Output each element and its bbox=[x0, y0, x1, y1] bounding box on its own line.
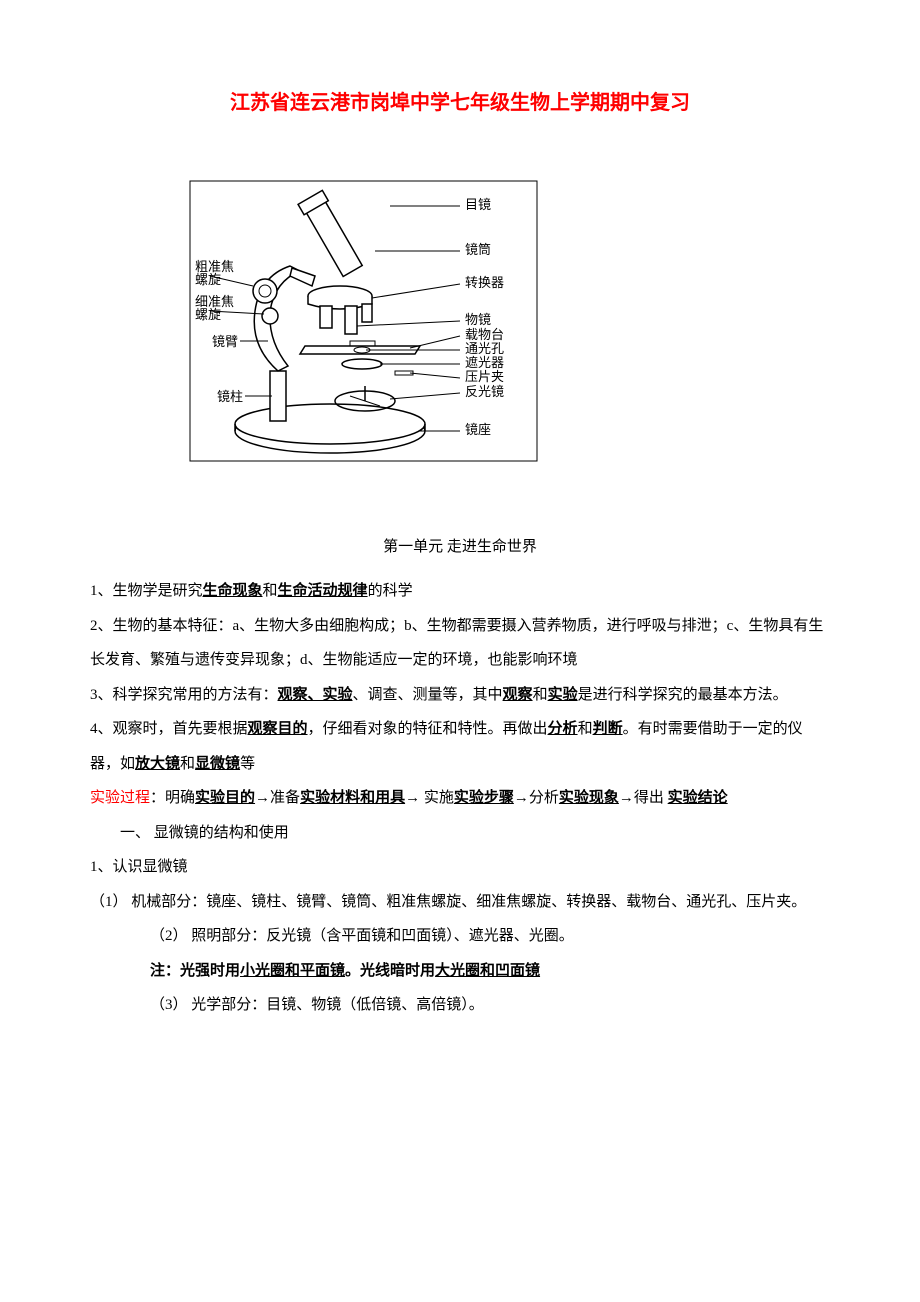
text: →得出 bbox=[619, 790, 668, 806]
text: 4、观察时，首先要根据 bbox=[90, 721, 248, 737]
underline-text: 判断 bbox=[593, 721, 623, 737]
underline-text: 生命现象 bbox=[203, 583, 263, 599]
label-coarse-focus-2: 螺旋 bbox=[195, 272, 221, 287]
text: 和 bbox=[578, 721, 593, 737]
label-aperture: 通光孔 bbox=[465, 341, 504, 356]
red-text: 实验过程 bbox=[90, 790, 150, 806]
underline-text: 放大镜 bbox=[135, 756, 180, 772]
underline-text: 分析 bbox=[548, 721, 578, 737]
underline-text: 实验结论 bbox=[668, 790, 728, 806]
text: 和 bbox=[180, 756, 195, 772]
text: 和 bbox=[263, 583, 278, 599]
label-eyepiece: 目镜 bbox=[465, 197, 491, 212]
text: ：明确 bbox=[150, 790, 195, 806]
page-title: 江苏省连云港市岗埠中学七年级生物上学期期中复习 bbox=[90, 80, 830, 126]
microscope-diagram: 粗准焦 螺旋 细准焦 螺旋 镜臂 镜柱 目镜 镜筒 转换器 物镜 载物台 通光孔… bbox=[140, 176, 830, 480]
label-tube: 镜筒 bbox=[465, 242, 491, 257]
text: →分析 bbox=[514, 790, 559, 806]
text: ，仔细看对象的特征和特性。再做出 bbox=[308, 721, 548, 737]
label-fine-focus-2: 螺旋 bbox=[195, 307, 221, 322]
label-revolver: 转换器 bbox=[465, 275, 504, 290]
underline-text: 实验步骤 bbox=[454, 790, 514, 806]
label-mirror: 反光镜 bbox=[465, 384, 504, 399]
underline-text: 实验材料和用具 bbox=[300, 790, 405, 806]
label-diaphragm: 遮光器 bbox=[465, 355, 504, 370]
label-objective: 物镜 bbox=[465, 312, 491, 327]
label-stage: 载物台 bbox=[465, 327, 504, 342]
label-clip: 压片夹 bbox=[465, 369, 504, 384]
underline-text: 观察、实验 bbox=[278, 687, 353, 703]
underline-text: 实验现象 bbox=[559, 790, 619, 806]
paragraph-7: （1） 机械部分：镜座、镜柱、镜臂、镜筒、粗准焦螺旋、细准焦螺旋、转换器、载物台… bbox=[90, 885, 830, 920]
paragraph-3: 3、科学探究常用的方法有：观察、实验、调查、测量等，其中观察和实验是进行科学探究… bbox=[90, 678, 830, 713]
paragraph-10: （3） 光学部分：目镜、物镜（低倍镜、高倍镜）。 bbox=[90, 988, 830, 1023]
paragraph-6: 1、认识显微镜 bbox=[90, 850, 830, 885]
paragraph-1: 1、生物学是研究生命现象和生命活动规律的科学 bbox=[90, 574, 830, 609]
paragraph-4: 4、观察时，首先要根据观察目的，仔细看对象的特征和特性。再做出分析和判断。有时需… bbox=[90, 712, 830, 781]
section-one: 一、 显微镜的结构和使用 bbox=[90, 816, 830, 851]
paragraph-2: 2、生物的基本特征：a、生物大多由细胞构成；b、生物都需要摄入营养物质，进行呼吸… bbox=[90, 609, 830, 678]
label-base: 镜座 bbox=[465, 422, 491, 437]
paragraph-5: 实验过程：明确实验目的→准备实验材料和用具→ 实施实验步骤→分析实验现象→得出 … bbox=[90, 781, 830, 816]
text: 1、生物学是研究 bbox=[90, 583, 203, 599]
paragraph-8: （2） 照明部分：反光镜（含平面镜和凹面镜）、遮光器、光圈。 bbox=[90, 919, 830, 954]
text: 等 bbox=[240, 756, 255, 772]
text: 的科学 bbox=[368, 583, 413, 599]
underline-text: 显微镜 bbox=[195, 756, 240, 772]
underline-text: 大光圈和凹面镜 bbox=[435, 963, 540, 979]
underline-text: 小光圈和平面镜 bbox=[240, 963, 345, 979]
underline-text: 实验 bbox=[548, 687, 578, 703]
label-pillar: 镜柱 bbox=[217, 389, 243, 404]
text: →准备 bbox=[255, 790, 300, 806]
text: 是进行科学探究的最基本方法。 bbox=[578, 687, 788, 703]
text: 、调查、测量等，其中 bbox=[353, 687, 503, 703]
underline-text: 实验目的 bbox=[195, 790, 255, 806]
paragraph-9-note: 注：光强时用小光圈和平面镜。光线暗时用大光圈和凹面镜 bbox=[90, 954, 830, 989]
underline-text: 生命活动规律 bbox=[278, 583, 368, 599]
text: 注：光强时用 bbox=[150, 963, 240, 979]
underline-text: 观察 bbox=[503, 687, 533, 703]
label-arm: 镜臂 bbox=[212, 334, 238, 349]
underline-text: 观察目的 bbox=[248, 721, 308, 737]
text: → 实施 bbox=[405, 790, 454, 806]
text: 。光线暗时用 bbox=[345, 963, 435, 979]
text: 3、科学探究常用的方法有： bbox=[90, 687, 278, 703]
unit-title: 第一单元 走进生命世界 bbox=[90, 530, 830, 565]
text: 和 bbox=[533, 687, 548, 703]
